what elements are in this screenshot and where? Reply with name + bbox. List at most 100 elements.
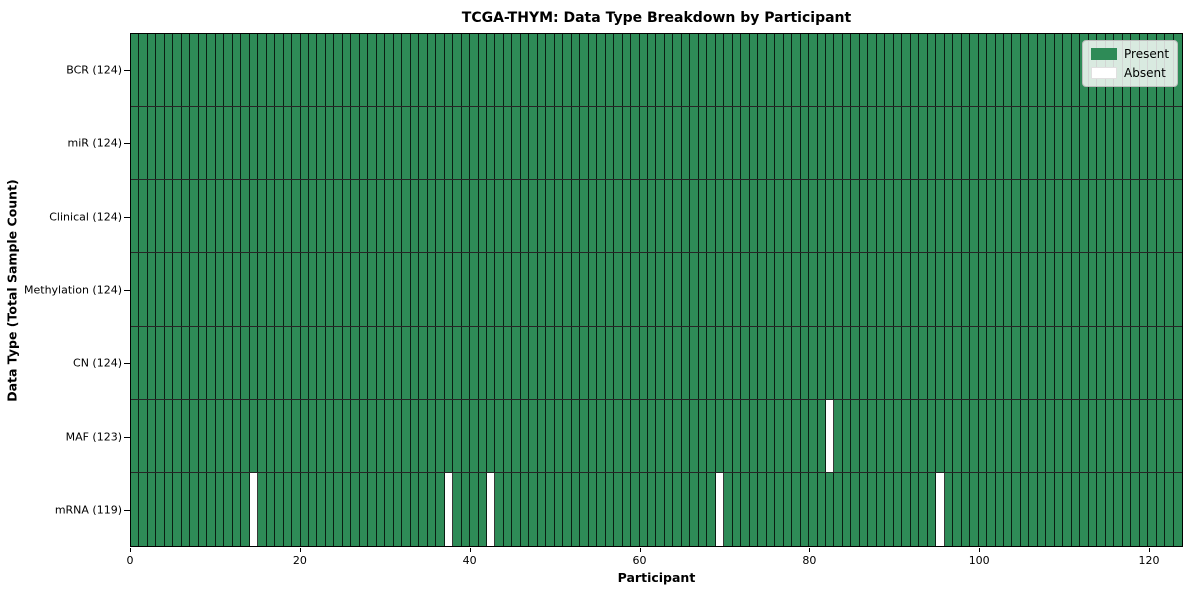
heatmap-cell <box>639 472 649 546</box>
heatmap-cell <box>359 107 369 180</box>
heatmap-cell <box>351 107 360 180</box>
heatmap-cell <box>131 472 140 546</box>
heatmap-cell <box>147 34 157 107</box>
heatmap-grid <box>130 33 1183 547</box>
heatmap-cell <box>486 253 496 326</box>
heatmap-cell <box>1063 180 1072 253</box>
heatmap-cell <box>987 107 996 180</box>
heatmap-cell <box>902 472 911 546</box>
heatmap-cell <box>563 180 572 253</box>
heatmap-cell <box>470 326 479 399</box>
heatmap-cell <box>512 326 521 399</box>
heatmap-cell <box>147 326 157 399</box>
heatmap-cell <box>402 180 411 253</box>
heatmap-cell <box>995 107 1004 180</box>
heatmap-cell <box>147 399 157 472</box>
y-tick-mark <box>124 290 130 291</box>
heatmap-cell <box>732 34 742 107</box>
heatmap-cell <box>664 34 674 107</box>
heatmap-cell <box>987 180 996 253</box>
heatmap-cell <box>648 399 657 472</box>
heatmap-cell <box>207 107 216 180</box>
heatmap-cell <box>342 472 352 546</box>
heatmap-cell <box>715 107 725 180</box>
heatmap-cell <box>283 399 293 472</box>
y-tick-label: BCR (124) <box>66 63 122 77</box>
heatmap-cell <box>1054 399 1064 472</box>
heatmap-cell <box>1080 180 1089 253</box>
heatmap-cell <box>139 107 148 180</box>
heatmap-cell <box>453 472 462 546</box>
heatmap-cell <box>1004 253 1013 326</box>
heatmap-cell <box>1046 180 1055 253</box>
heatmap-row-clinical <box>131 180 1182 254</box>
heatmap-cell <box>266 472 276 546</box>
heatmap-cell <box>749 326 759 399</box>
heatmap-cell <box>936 34 945 107</box>
heatmap-cell <box>664 472 674 546</box>
heatmap-cell <box>308 180 318 253</box>
heatmap-cell <box>537 472 547 546</box>
heatmap-cell <box>258 399 267 472</box>
heatmap-cell <box>927 34 937 107</box>
heatmap-cell <box>944 180 954 253</box>
heatmap-cell <box>605 472 615 546</box>
heatmap-cell <box>503 180 513 253</box>
heatmap-cell <box>1088 472 1098 546</box>
heatmap-cell <box>927 253 937 326</box>
heatmap-cell <box>546 472 555 546</box>
heatmap-cell <box>283 326 293 399</box>
heatmap-cell <box>859 472 869 546</box>
heatmap-cell <box>792 34 801 107</box>
heatmap-cell <box>1105 107 1115 180</box>
y-axis-label: Data Type (Total Sample Count) <box>4 179 20 402</box>
heatmap-cell <box>334 399 343 472</box>
heatmap-cell <box>554 180 564 253</box>
heatmap-cell <box>1173 472 1182 546</box>
heatmap-cell <box>851 34 860 107</box>
heatmap-cell <box>868 399 877 472</box>
heatmap-cell <box>936 326 945 399</box>
heatmap-cell <box>1122 180 1132 253</box>
x-tick-label: 0 <box>126 554 134 567</box>
heatmap-cell <box>1122 472 1132 546</box>
heatmap-cell <box>495 326 504 399</box>
heatmap-cell <box>724 107 733 180</box>
heatmap-cell <box>1037 472 1047 546</box>
heatmap-cell <box>181 34 191 107</box>
heatmap-cell <box>131 253 140 326</box>
heatmap-cell <box>393 326 403 399</box>
heatmap-cell <box>410 472 420 546</box>
heatmap-cell <box>1020 399 1030 472</box>
heatmap-cell <box>461 399 471 472</box>
heatmap-cell <box>292 253 301 326</box>
heatmap-cell <box>605 107 615 180</box>
heatmap-cell <box>775 472 784 546</box>
heatmap-cell <box>1037 399 1047 472</box>
y-tick-label: Clinical (124) <box>49 210 122 224</box>
heatmap-cell <box>368 399 377 472</box>
heatmap-cell <box>690 34 699 107</box>
heatmap-cell <box>741 326 750 399</box>
heatmap-cell <box>495 472 504 546</box>
heatmap-cell <box>792 107 801 180</box>
heatmap-cell <box>970 34 979 107</box>
legend-item-present: Present <box>1091 47 1169 61</box>
y-tick-mark <box>124 510 130 512</box>
heatmap-cell <box>605 399 615 472</box>
heatmap-cell <box>461 34 471 107</box>
heatmap-cell <box>317 180 326 253</box>
heatmap-cell <box>351 180 360 253</box>
heatmap-cell <box>308 253 318 326</box>
heatmap-cell <box>970 253 979 326</box>
heatmap-cell <box>444 180 454 253</box>
heatmap-cell <box>919 399 928 472</box>
heatmap-cell <box>783 472 793 546</box>
heatmap-cell <box>232 399 242 472</box>
heatmap-cell <box>444 34 454 107</box>
heatmap-cell <box>224 253 233 326</box>
heatmap-cell <box>1114 472 1123 546</box>
heatmap-cell <box>529 399 538 472</box>
heatmap-cell <box>970 107 979 180</box>
heatmap-cell <box>376 180 386 253</box>
